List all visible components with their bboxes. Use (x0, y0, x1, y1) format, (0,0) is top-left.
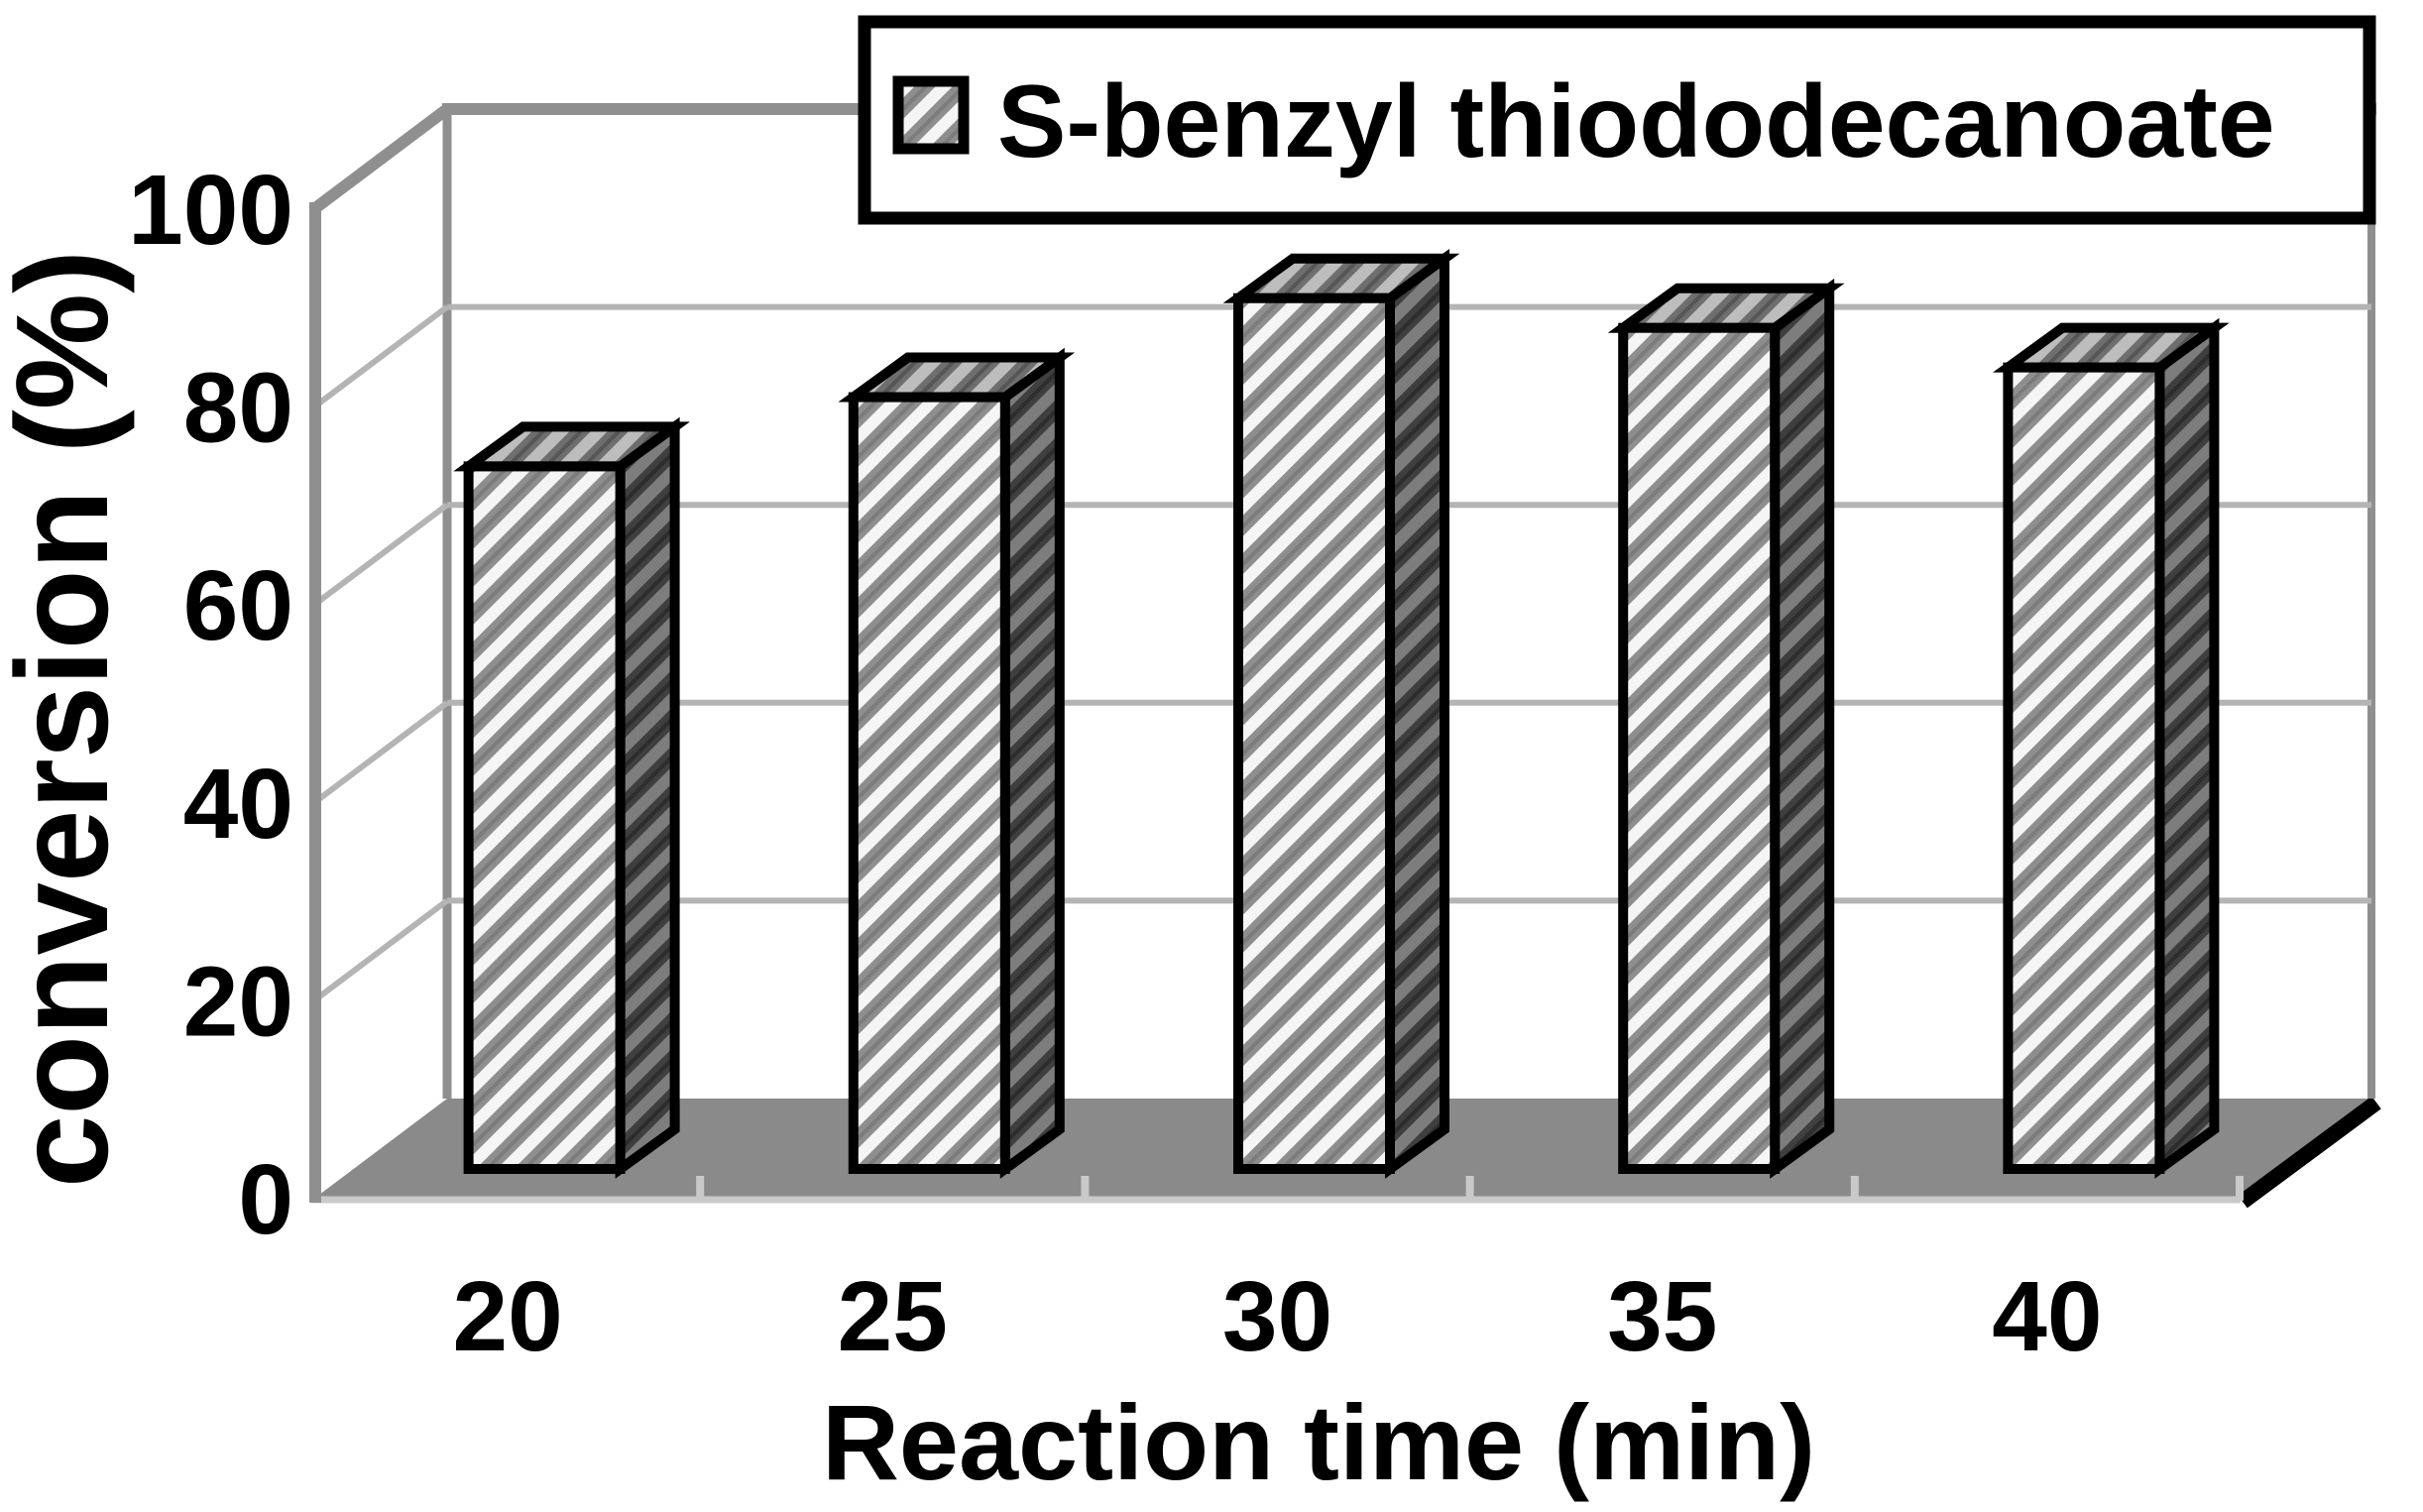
bar-30 (1222, 248, 1460, 1179)
x-tick-label: 40 (1992, 1261, 2102, 1372)
bar-side-face (2154, 317, 2220, 1179)
legend-label: S-benzyl thiododecanoate (997, 64, 2275, 179)
bar-side-face (999, 347, 1065, 1179)
bar-front-face (1233, 292, 1395, 1174)
frame-top-diagonal (311, 104, 451, 213)
bar-front-face (1618, 322, 1781, 1174)
gridline-connector-20 (313, 898, 449, 1002)
x-tick-label: 30 (1222, 1261, 1332, 1372)
bar-35 (1607, 278, 1845, 1179)
y-tick-label: 0 (238, 1144, 293, 1255)
bar-side-face (615, 416, 680, 1179)
gridline-connector-60 (313, 502, 449, 607)
bar-25 (838, 347, 1076, 1179)
y-axis-title: conversion (%) (0, 250, 135, 1188)
x-tick-label: 25 (838, 1261, 948, 1372)
bar-side-face (1770, 278, 1835, 1179)
bar-side-face (1385, 248, 1449, 1179)
y-tick-label: 20 (183, 946, 293, 1057)
gridline-connector-80 (313, 304, 449, 408)
floor-right-shadow-edge (2238, 1096, 2381, 1209)
bar-front-face (463, 461, 626, 1175)
legend: S-benzyl thiododecanoate (858, 15, 2376, 225)
bar-front-face (848, 392, 1010, 1174)
bar-20 (453, 416, 690, 1179)
legend-box (858, 15, 2376, 225)
y-tick-label: 60 (183, 550, 293, 661)
bar-front-face (2003, 362, 2165, 1174)
bar-40 (1993, 317, 2230, 1179)
x-axis-title: Reaction time (min) (822, 1382, 1815, 1502)
x-tick-label: 35 (1607, 1261, 1717, 1372)
y-tick-label: 80 (183, 353, 293, 464)
gridline-connector-40 (313, 700, 449, 805)
x-tick-label: 20 (452, 1261, 562, 1372)
y-tick-label: 40 (183, 749, 293, 860)
y-tick-label: 100 (128, 155, 293, 266)
legend-swatch (892, 75, 970, 155)
